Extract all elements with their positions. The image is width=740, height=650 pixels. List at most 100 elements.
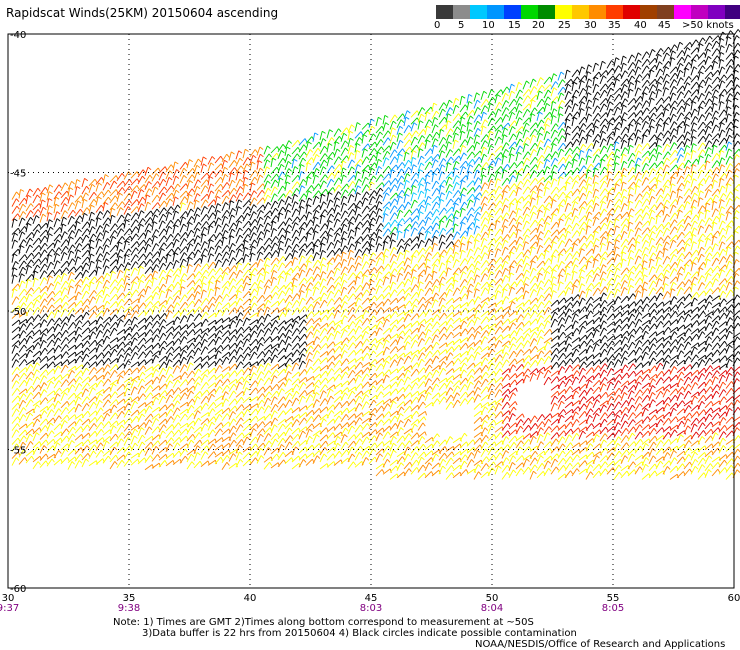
wind-barb-feather <box>394 114 398 119</box>
wind-barb-feather <box>149 321 153 326</box>
wind-barb-feather <box>218 217 222 221</box>
wind-barb-feather <box>234 167 238 172</box>
wind-barb-feather <box>92 387 96 391</box>
wind-barb-feather <box>401 406 405 411</box>
wind-barb-feather <box>336 197 341 201</box>
wind-barb <box>235 381 240 391</box>
wind-barb <box>123 332 130 341</box>
wind-barb-feather <box>219 379 223 384</box>
wind-barb-feather <box>319 430 322 435</box>
wind-barb-feather <box>289 189 293 194</box>
wind-barb-feather <box>212 268 216 273</box>
wind-barb-feather <box>191 461 195 465</box>
wind-barb-feather <box>387 263 391 268</box>
wind-barb <box>88 211 92 221</box>
wind-barb <box>235 298 241 307</box>
wind-barb <box>298 314 307 321</box>
wind-barb-feather <box>148 419 153 424</box>
wind-barb <box>207 303 213 312</box>
wind-barb-feather <box>276 257 280 262</box>
wind-barb-feather <box>121 173 125 177</box>
wind-barb <box>326 440 335 447</box>
wind-barb-feather <box>197 291 201 295</box>
wind-barb-feather <box>352 321 356 325</box>
wind-barb <box>256 442 264 450</box>
wind-barb <box>60 316 67 325</box>
wind-barb-feather <box>394 415 398 420</box>
wind-barb <box>116 214 122 223</box>
wind-barb-feather <box>59 317 62 322</box>
wind-barb <box>207 312 216 319</box>
wind-barb <box>81 311 87 321</box>
wind-barb <box>319 166 324 176</box>
wind-barb-feather <box>136 332 140 337</box>
wind-barb-feather <box>52 326 56 331</box>
wind-barb <box>333 267 338 277</box>
wind-barb-feather <box>22 399 27 404</box>
wind-barb-feather <box>311 157 315 162</box>
wind-barb-feather <box>226 245 230 249</box>
wind-barb-feather <box>142 196 146 201</box>
wind-barb <box>116 228 122 237</box>
wind-barb-feather <box>128 192 132 197</box>
wind-barb <box>109 286 116 295</box>
wind-barb <box>270 179 276 189</box>
wind-barb <box>270 369 277 378</box>
wind-barb-feather <box>27 279 32 282</box>
wind-barb-feather <box>90 204 95 208</box>
wind-barb <box>326 298 333 307</box>
wind-barb-feather <box>402 435 406 440</box>
wind-barb-feather <box>23 372 27 377</box>
wind-barb <box>389 261 395 270</box>
wind-barb <box>144 279 150 288</box>
wind-barb-feather <box>209 281 214 284</box>
wind-barb <box>25 359 34 366</box>
wind-barb-feather <box>170 164 174 169</box>
wind-barb <box>74 426 82 434</box>
wind-barb-feather <box>378 285 383 289</box>
wind-barb <box>25 412 31 422</box>
wind-barb-feather <box>142 371 146 376</box>
wind-barb <box>291 357 299 365</box>
wind-barb <box>88 396 96 404</box>
wind-barb-feather <box>58 408 62 412</box>
wind-barb <box>67 370 73 379</box>
wind-barb <box>256 280 261 289</box>
wind-barb <box>186 194 190 204</box>
wind-barb-feather <box>282 206 286 211</box>
wind-barb <box>186 420 194 428</box>
wind-barb <box>109 425 114 435</box>
wind-barb-feather <box>198 334 202 339</box>
wind-barb-feather <box>157 258 161 262</box>
wind-barb <box>347 407 356 414</box>
wind-barb <box>242 177 246 187</box>
wind-barb <box>67 384 73 393</box>
wind-barb <box>67 236 71 246</box>
wind-barb-feather <box>213 338 217 343</box>
wind-barb-feather <box>268 349 272 354</box>
wind-barb-feather <box>268 370 272 374</box>
wind-barb <box>214 239 221 248</box>
wind-barb <box>102 335 108 345</box>
wind-barb-feather <box>171 185 175 190</box>
wind-barb <box>326 207 333 216</box>
wind-barb <box>32 369 38 379</box>
wind-barb <box>193 249 199 259</box>
wind-barb <box>382 263 389 272</box>
wind-barb-feather <box>395 311 399 316</box>
wind-barb-feather <box>316 266 321 270</box>
wind-barb-feather <box>214 460 217 465</box>
wind-barb-feather <box>253 372 257 376</box>
wind-barb <box>298 157 304 167</box>
wind-barb <box>389 459 398 466</box>
wind-barb-feather <box>386 360 390 364</box>
wind-barb-feather <box>106 335 111 340</box>
wind-barb-feather <box>394 198 398 203</box>
wind-barb <box>130 458 139 466</box>
wind-barb <box>32 400 41 407</box>
wind-barb-feather <box>66 359 70 364</box>
wind-barb-feather <box>241 376 245 381</box>
wind-barb <box>389 449 394 459</box>
wind-barb <box>221 251 227 261</box>
wind-barb-feather <box>247 374 251 379</box>
